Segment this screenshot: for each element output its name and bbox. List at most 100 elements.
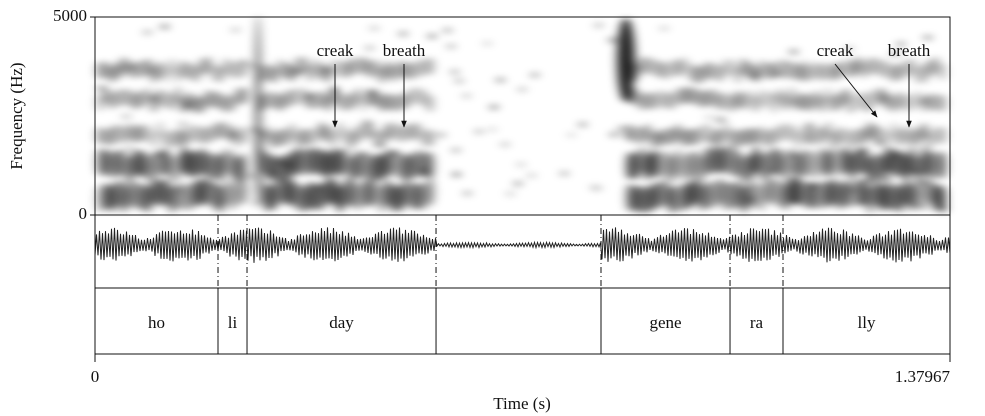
texture (922, 143, 929, 152)
texture (770, 177, 778, 206)
texture (698, 90, 706, 109)
texture (746, 153, 754, 182)
texture (938, 126, 946, 145)
texture (222, 95, 230, 114)
texture (162, 148, 170, 177)
texture (305, 92, 312, 101)
texture (366, 155, 374, 184)
texture (264, 90, 272, 109)
texture (698, 154, 706, 183)
texture (414, 122, 422, 141)
texture (453, 170, 460, 179)
texture (444, 26, 451, 35)
texture (300, 148, 308, 177)
texture (426, 128, 434, 147)
texture (686, 128, 694, 147)
texture (108, 65, 116, 84)
texture (896, 91, 904, 110)
texture (348, 155, 356, 184)
texture (824, 179, 832, 208)
x-axis-label: Time (s) (493, 394, 550, 413)
texture (740, 185, 748, 214)
texture (138, 182, 146, 211)
texture (872, 124, 880, 143)
texture (692, 87, 700, 106)
texture (764, 90, 772, 109)
texture (377, 141, 384, 150)
texture (360, 94, 368, 113)
texture (674, 184, 682, 213)
texture (568, 130, 575, 139)
texture (318, 90, 326, 109)
texture (644, 185, 652, 214)
texture (288, 122, 296, 141)
texture (426, 94, 434, 113)
texture (276, 176, 284, 205)
texture (842, 179, 850, 208)
texture (710, 180, 718, 209)
texture (896, 184, 904, 213)
texture (632, 151, 640, 180)
texture (276, 58, 284, 77)
texture (704, 181, 712, 210)
texture (650, 182, 658, 211)
texture (866, 185, 874, 214)
texture (638, 92, 646, 111)
texture (908, 146, 916, 175)
texture (144, 86, 152, 105)
texture (698, 65, 706, 84)
texture (728, 58, 736, 77)
texture (168, 155, 176, 184)
texture (342, 146, 350, 175)
texture (210, 63, 218, 82)
texture (710, 88, 718, 107)
texture (876, 139, 883, 148)
texture (186, 149, 194, 178)
texture (920, 65, 928, 84)
texture (126, 143, 133, 152)
texture (324, 66, 331, 75)
texture (794, 130, 802, 149)
texture (502, 140, 509, 149)
texture (632, 172, 639, 181)
texture (668, 154, 676, 183)
texture (728, 148, 736, 177)
texture (168, 185, 176, 214)
texture (812, 126, 820, 145)
texture (706, 136, 713, 145)
texture (102, 128, 110, 147)
texture (644, 91, 652, 110)
texture (787, 150, 794, 159)
texture (489, 125, 496, 134)
texture (716, 128, 724, 147)
texture (920, 202, 927, 211)
texture (174, 65, 182, 84)
y-tick-label: 5000 (53, 6, 87, 25)
texture (402, 178, 410, 207)
texture (218, 199, 225, 208)
texture (872, 87, 880, 106)
texture (686, 151, 694, 180)
texture (126, 179, 134, 208)
texture (234, 130, 242, 149)
texture (680, 86, 688, 105)
texture (108, 184, 116, 213)
texture (128, 63, 135, 72)
texture (878, 93, 885, 102)
texture (858, 198, 865, 207)
texture (198, 95, 206, 114)
texture (878, 59, 886, 78)
texture (150, 93, 157, 102)
texture (846, 44, 853, 53)
texture (138, 123, 146, 142)
texture (156, 178, 164, 207)
texture (420, 182, 428, 211)
texture (192, 150, 200, 179)
annotation: creak (317, 41, 354, 60)
y-tick-label: 0 (79, 204, 88, 223)
texture (186, 183, 194, 212)
texture (108, 127, 116, 146)
texture (162, 65, 170, 84)
texture (890, 121, 898, 140)
texture (396, 59, 404, 78)
